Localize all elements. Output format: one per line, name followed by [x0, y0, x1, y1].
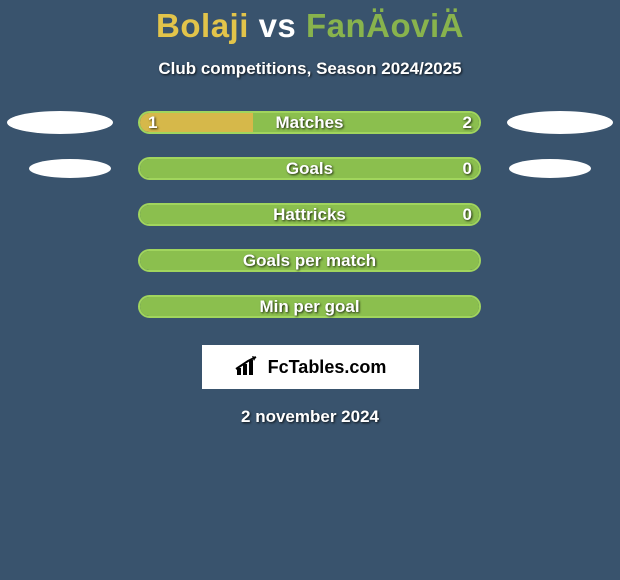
subtitle: Club competitions, Season 2024/2025	[0, 59, 620, 79]
stat-rows: Matches12Goals0Hattricks0Goals per match…	[0, 111, 620, 318]
date: 2 november 2024	[0, 407, 620, 427]
left-player-badge	[29, 159, 111, 178]
right-player-badge	[507, 111, 613, 134]
stat-bar	[138, 111, 481, 134]
stat-value-right: 2	[463, 111, 472, 134]
stat-value-right: 0	[463, 203, 472, 226]
comparison-infographic: Bolaji vs FanÄoviÄ Club competitions, Se…	[0, 0, 620, 580]
vs-label: vs	[259, 7, 297, 44]
stat-bar	[138, 249, 481, 272]
stat-value-left: 1	[148, 111, 157, 134]
left-player-badge	[7, 111, 113, 134]
stat-row: Matches12	[0, 111, 620, 134]
bar-chart-icon	[234, 356, 262, 378]
stat-bar-right-fill	[140, 297, 479, 318]
stat-bar-right-fill	[140, 159, 479, 180]
stat-row: Goals0	[0, 157, 620, 180]
stat-bar	[138, 203, 481, 226]
stat-bar	[138, 157, 481, 180]
stat-row: Hattricks0	[0, 203, 620, 226]
stat-bar-right-fill	[140, 205, 479, 226]
stat-bar-right-fill	[253, 113, 479, 134]
right-player-badge	[509, 159, 591, 178]
stat-row: Min per goal	[0, 295, 620, 318]
stat-row: Goals per match	[0, 249, 620, 272]
stat-value-right: 0	[463, 157, 472, 180]
logo-box: FcTables.com	[202, 345, 419, 389]
player-right-name: FanÄoviÄ	[306, 7, 464, 44]
stat-bar	[138, 295, 481, 318]
player-left-name: Bolaji	[156, 7, 249, 44]
stat-bar-right-fill	[140, 251, 479, 272]
logo: FcTables.com	[234, 356, 387, 378]
page-title: Bolaji vs FanÄoviÄ	[0, 0, 620, 45]
logo-text: FcTables.com	[268, 357, 387, 378]
